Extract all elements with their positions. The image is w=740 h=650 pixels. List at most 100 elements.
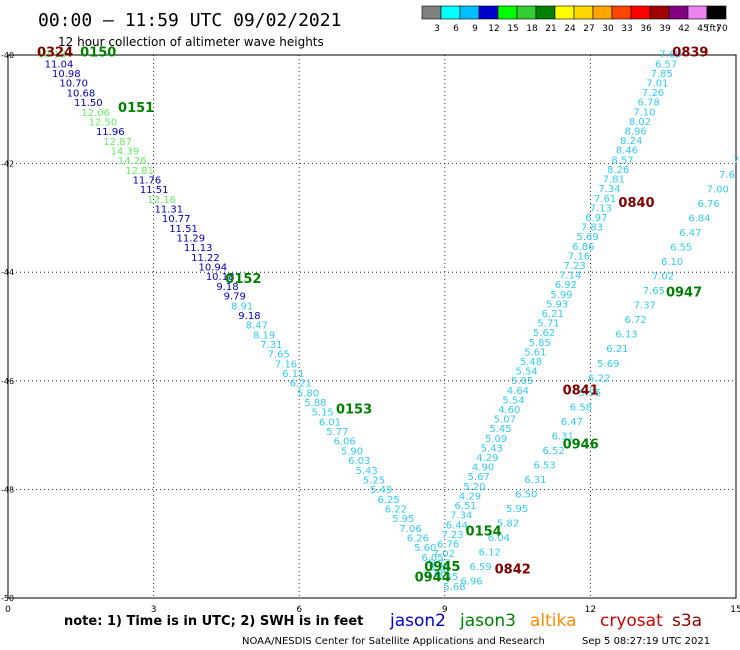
wave-height-value: 7.85 [651,69,673,80]
wave-height-value: 6.04 [488,533,510,544]
y-tick-label: -50 [1,594,14,603]
wave-height-value: 7.65 [268,350,290,361]
legend-swatch [649,5,670,20]
y-tick-label: -40 [1,51,14,60]
wave-height-value: 9.18 [216,282,238,293]
wave-height-value: 5.95 [506,504,528,515]
wave-height-value: 11.04 [45,59,74,70]
wave-height-value: 6.47 [679,228,701,239]
wave-height-value: 5.77 [428,559,450,570]
wave-height-value: 6.76 [437,539,459,550]
wave-height-value: 6.57 [655,59,677,70]
wave-height-value: 7.16 [568,251,590,262]
wave-height-value: 5.80 [297,388,319,399]
wave-height-value: 6.84 [688,214,710,225]
legend-swatch [687,5,708,20]
wave-height-value: 7.06 [399,524,421,535]
wave-height-value: 6.22 [588,373,610,384]
wave-height-value: 5.25 [363,475,385,486]
wave-height-value: 5.60 [414,543,436,554]
wave-height-value: 6.44 [446,520,468,531]
wave-height-value: 11.51 [169,224,198,235]
wave-height-value: 7.23 [563,261,585,272]
wave-height-value: 6.76 [698,199,720,210]
wave-height-value: 5.93 [546,299,568,310]
legend-swatch [611,5,632,20]
wave-height-value: 5.54 [502,395,524,406]
wave-height-value: 6.53 [533,460,555,471]
wave-height-value: 11.76 [133,175,162,186]
wave-height-value: 10.94 [198,263,227,274]
wave-height-value: 12.50 [89,117,118,128]
legend-swatch [535,5,556,20]
wave-height-value: 7.61 [594,194,616,205]
wave-height-value: 6.21 [606,344,628,355]
wave-height-value: 6.72 [625,315,647,326]
legend-label: 42 [678,24,689,34]
wave-height-value: 7.31 [260,340,282,351]
wave-height-value: 6.55 [670,243,692,254]
wave-height-value: 5.48 [520,357,542,368]
legend-label: 3 [434,24,440,34]
satellite-name: s3a [672,611,702,631]
wave-height-value: 6.10 [661,257,683,268]
legend-swatch [440,5,461,20]
wave-height-value: 6.06 [334,437,356,448]
wave-height-value: 8.26 [607,165,629,176]
wave-height-value: 6.01 [319,417,341,428]
x-tick-label: 3 [151,605,157,615]
wave-height-value: 6.11 [282,369,304,380]
legend-unit: (ft) [706,24,720,34]
wave-height-value: 7.02 [433,549,455,560]
wave-height-value: 7.26 [642,88,664,99]
wave-height-value: 7.6 [719,170,735,181]
legend-swatch [459,5,480,20]
time-label: 0841 [563,383,599,398]
wave-height-value: 7.02 [652,272,674,283]
wave-height-value: 6.47 [561,417,583,428]
legend-swatch [668,5,689,20]
wave-height-value: 6.31 [552,431,574,442]
legend-label: 30 [602,24,614,34]
wave-height-value: 7.14 [559,271,581,282]
satellite-name: jason3 [459,611,516,631]
footer-note: note: 1) Time is in UTC; 2) SWH is in fe… [64,614,363,629]
wave-height-value: 10.68 [67,88,96,99]
wave-height-value: 5.88 [304,398,326,409]
wave-height-value: 7.37 [634,301,656,312]
legend-label: 39 [659,24,671,34]
wave-height-value: 7 [733,156,739,167]
legend-swatch [554,5,575,20]
wave-height-value: 5.15 [312,408,334,419]
x-tick-label: 12 [585,605,596,615]
wave-height-value: 6.21 [290,379,312,390]
legend-swatch [421,5,442,20]
wave-height-value: 14.39 [111,146,140,157]
satellite-name: jason2 [389,611,446,631]
y-tick-label: -46 [1,377,14,386]
wave-height-value: 10.18 [37,50,66,61]
legend-label: 21 [545,24,556,34]
wave-height-value: 6.86 [424,568,446,579]
wave-height-value: 6.86 [572,242,594,253]
wave-height-value: 8.24 [620,136,642,147]
wave-height-value: 6.21 [542,309,564,320]
wave-height-value: 5.61 [524,347,546,358]
wave-height-value: 5.95 [579,388,601,399]
wave-height-value: 8.96 [624,127,646,138]
wave-height-value: 5.43 [355,466,377,477]
wave-height-value: 5.49 [370,485,392,496]
wave-height-value: 6.03 [348,456,370,467]
wave-height-value: 7.13 [590,203,612,214]
wave-height-value: 5.09 [485,434,507,445]
wave-height-value: 5.69 [577,232,599,243]
wave-height-value: 6.12 [479,547,501,558]
wave-height-value: 4.29 [459,491,481,502]
wave-height-value: 6.97 [585,213,607,224]
wave-height-value: 10.18 [206,272,235,283]
wave-height-value: 9.18 [238,311,260,322]
wave-height-value: 11.51 [140,185,169,196]
wave-height-value: 11.29 [177,234,206,245]
time-label: 0944 [415,571,451,586]
